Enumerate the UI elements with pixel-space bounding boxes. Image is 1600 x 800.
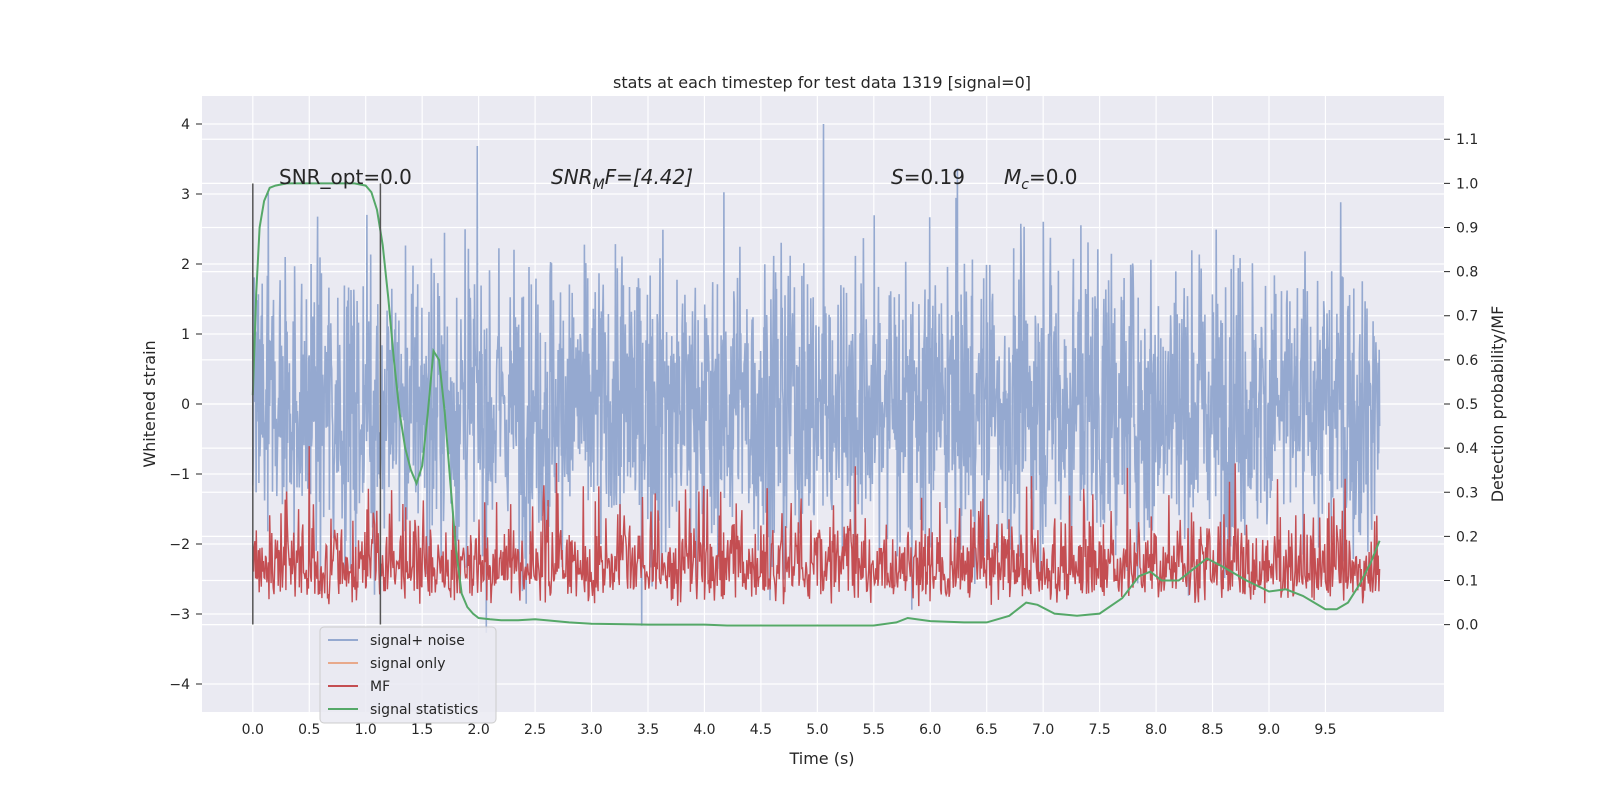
y-tick-label: 1	[181, 327, 190, 343]
x-tick-label: 7.5	[1088, 722, 1110, 738]
y-tick-label: 4	[181, 117, 190, 133]
legend-label-signal-plus-noise: signal+ noise	[370, 633, 465, 649]
series-signal-plus-noise-line	[252, 123, 1381, 633]
y2-tick-label: 0.1	[1456, 574, 1478, 590]
y-tick-label: 2	[181, 257, 190, 273]
y2-axis-label: Detection probability/MF	[1488, 306, 1507, 503]
x-tick-label: 1.0	[355, 722, 377, 738]
y2-tick-label: 1.0	[1456, 176, 1478, 192]
x-tick-label: 0.5	[298, 722, 320, 738]
y2-tick-label: 0.0	[1456, 618, 1478, 634]
y2-tick-label: 1.1	[1456, 132, 1478, 148]
y-tick-label: −1	[169, 467, 190, 483]
y-axis-label: Whitened strain	[140, 340, 159, 467]
x-tick-label: 4.0	[693, 722, 715, 738]
series-mf-line	[252, 446, 1381, 607]
x-tick-label: 2.0	[467, 722, 489, 738]
y2-tick-label: 0.8	[1456, 265, 1478, 281]
y2-tick-label: 0.2	[1456, 529, 1478, 545]
y2-tick-label: 0.6	[1456, 353, 1478, 369]
legend-label-signal-only: signal only	[370, 656, 445, 672]
annotation-snr-mf: SNRMF=[4.42]	[551, 165, 693, 193]
y-tick-label: −2	[169, 537, 190, 553]
x-tick-label: 7.0	[1032, 722, 1054, 738]
plot-data	[251, 123, 1381, 633]
x-tick-label: 9.0	[1258, 722, 1280, 738]
y2-tick-label: 0.7	[1456, 309, 1478, 325]
series-signal-statistics-line	[251, 182, 1381, 627]
legend: signal+ noise signal only MF signal stat…	[319, 626, 497, 724]
x-tick-label: 6.5	[976, 722, 998, 738]
x-tick-label: 4.5	[750, 722, 772, 738]
legend-label-mf: MF	[370, 679, 390, 695]
chart-title: stats at each timestep for test data 131…	[613, 73, 1031, 92]
y2-tick-label: 0.5	[1456, 397, 1478, 413]
legend-box	[319, 626, 497, 724]
legend-label-signal-statistics: signal statistics	[370, 702, 478, 718]
annotation-mc: Mc=0.0	[1004, 165, 1078, 193]
y2-tick-label: 0.3	[1456, 485, 1478, 501]
x-tick-label: 0.0	[242, 722, 264, 738]
x-tick-label: 3.5	[637, 722, 659, 738]
x-tick-label: 1.5	[411, 722, 433, 738]
x-tick-label: 5.0	[806, 722, 828, 738]
x-tick-label: 5.5	[863, 722, 885, 738]
y2-tick-label: 0.9	[1456, 220, 1478, 236]
x-tick-label: 8.5	[1201, 722, 1223, 738]
marker-lines	[252, 183, 382, 625]
y-tick-label: −4	[169, 677, 190, 693]
y-tick-label: 0	[181, 397, 190, 413]
x-tick-label: 2.5	[524, 722, 546, 738]
x-axis-label: Time (s)	[788, 749, 854, 768]
x-tick-label: 6.0	[919, 722, 941, 738]
y2-tick-label: 0.4	[1456, 441, 1478, 457]
annotation-snr-opt: SNR_opt=0.0	[279, 165, 412, 189]
y-tick-label: −3	[169, 607, 190, 623]
tick-labels: 0.0 0.5 1.0 1.5 2.0 2.5 3.0 3.5 4.0 4.5 5.0 5.5 6.0 6…	[169, 117, 1478, 738]
x-tick-label: 3.0	[580, 722, 602, 738]
x-tick-label: 8.0	[1145, 722, 1167, 738]
y-tick-label: 3	[181, 187, 190, 203]
annotation-s: S=0.19	[891, 165, 965, 189]
x-tick-label: 9.5	[1314, 722, 1336, 738]
